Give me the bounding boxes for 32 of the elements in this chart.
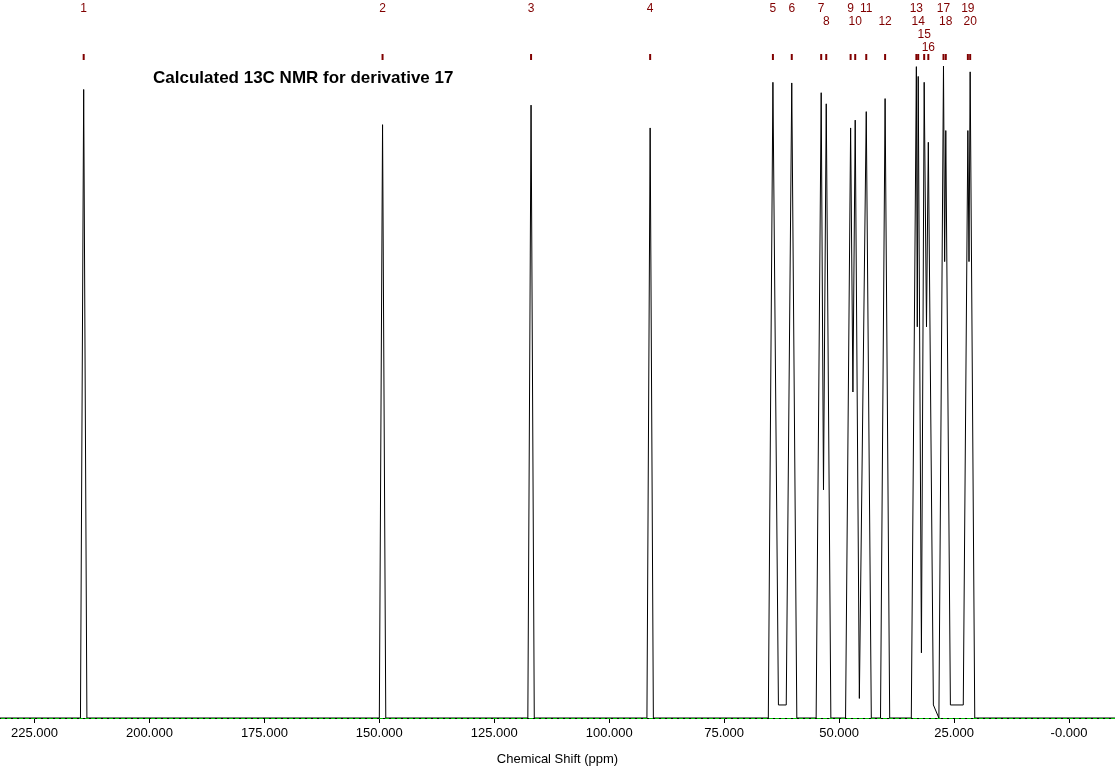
x-tick-label: 225.000 <box>10 725 58 740</box>
text: 17 <box>936 1 951 15</box>
x-tick-label: 150.000 <box>355 725 403 740</box>
text: 11 <box>860 1 873 15</box>
x-tick-label: 175.000 <box>240 725 288 740</box>
text: 9 <box>847 1 855 15</box>
text: 2 <box>379 1 387 15</box>
text: 4 <box>646 1 654 15</box>
x-tick-label: 50.000 <box>819 725 860 740</box>
text: 8 <box>822 14 830 28</box>
text: 10 <box>848 14 863 28</box>
x-tick-label: 200.000 <box>125 725 173 740</box>
x-tick-label: 100.000 <box>585 725 633 740</box>
text: 1 <box>80 1 88 15</box>
text: 7 <box>817 1 825 15</box>
text: 12 <box>878 14 893 28</box>
text: 3 <box>527 1 535 15</box>
text: 5 <box>769 1 777 15</box>
text: 15 <box>917 27 932 41</box>
text: 16 <box>921 40 936 54</box>
text: 14 <box>911 14 926 28</box>
text: 19 <box>961 1 975 15</box>
x-tick-label: 125.000 <box>470 725 518 740</box>
x-tick-label: -0.000 <box>1050 725 1088 740</box>
text: 6 <box>788 1 796 15</box>
chart-title: Calculated 13C NMR for derivative 17 <box>153 68 454 87</box>
text: 20 <box>963 14 978 28</box>
x-tick-label: 75.000 <box>704 725 745 740</box>
text: 13 <box>909 1 924 15</box>
text: 18 <box>939 14 953 28</box>
x-tick-label: 25.000 <box>934 725 974 740</box>
x-axis-title: Chemical Shift (ppm) <box>496 751 619 766</box>
